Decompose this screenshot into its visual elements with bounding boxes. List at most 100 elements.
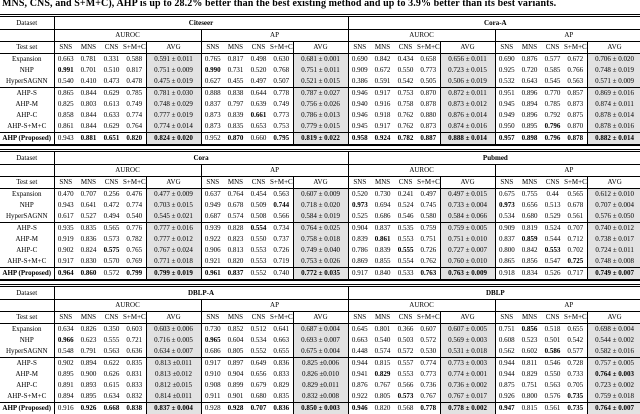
value-cell: 0.649 <box>247 357 270 369</box>
subcol-header-sns: SNS <box>347 311 372 324</box>
row-label: AHP-S+M+C <box>0 391 55 403</box>
subcol-header-smc: S+M+C <box>417 311 441 324</box>
value-cell: 0.639 <box>250 100 267 108</box>
table-row: NHP 0.943 0.641 0.472 0.774 0.703 ± 0.015 0.94… <box>0 200 640 211</box>
value-cell: 0.878 <box>420 100 437 108</box>
subcol-header-cns: CNS <box>394 41 418 54</box>
value-cell: 0.870 <box>567 122 584 130</box>
value-cell: 0.548 <box>57 347 74 355</box>
value-cell: 0.894 <box>521 100 538 108</box>
value-cell: 0.943 <box>57 201 74 209</box>
avg-cell: 0.707 ± 0.004 <box>586 200 640 211</box>
value-cell: 0.527 <box>80 212 97 220</box>
value-cell: 0.873 <box>420 122 437 130</box>
subcol-header-avg: AVG <box>439 311 496 324</box>
value-cell: 0.838 <box>224 87 247 99</box>
value-cell: 0.856 <box>521 325 538 333</box>
subcol-header-mns: MNS <box>371 176 395 189</box>
dataset-name-left: Cora <box>54 150 349 165</box>
value-cell: 0.844 <box>80 111 97 119</box>
value-cell: 0.653 <box>250 122 267 130</box>
dataset-name-left: DBLP-A <box>54 285 349 300</box>
value-cell: 0.472 <box>103 201 120 209</box>
value-cell: 0.661 <box>250 111 267 119</box>
value-cell: 0.803 <box>80 100 97 108</box>
value-cell: 0.663 <box>273 336 290 344</box>
avg-cell: 0.723 ± 0.002 <box>586 380 640 391</box>
value-cell: 0.776 <box>123 222 146 234</box>
value-cell: 0.875 <box>567 111 584 119</box>
value-cell: 0.782 <box>394 132 418 145</box>
value-cell: 0.949 <box>200 200 224 211</box>
value-cell: 0.505 <box>420 77 437 85</box>
avg-cell: 0.748 ± 0.019 <box>586 65 640 76</box>
avg-cell: 0.873 ± 0.012 <box>439 99 496 110</box>
value-cell: 0.917 <box>371 87 395 99</box>
avg-cell: 0.716 ± 0.005 <box>145 335 202 346</box>
value-cell: 0.545 <box>544 77 561 85</box>
value-cell: 0.737 <box>273 235 290 243</box>
empty-label-cell <box>0 29 55 42</box>
avg-cell: 0.582 ± 0.016 <box>586 346 640 358</box>
avg-cell: 0.872 ± 0.011 <box>439 87 496 99</box>
metric-header-row: AUROC AP AUROC AP <box>0 164 640 177</box>
value-cell: 0.563 <box>567 77 584 85</box>
value-cell: 0.876 <box>521 55 538 63</box>
value-cell: 0.613 <box>103 100 120 108</box>
value-cell: 0.563 <box>273 190 290 198</box>
value-cell: 0.973 <box>494 200 519 211</box>
avg-cell: 0.753 ± 0.026 <box>292 256 349 268</box>
value-cell: 0.833 <box>126 381 143 389</box>
value-cell: 0.768 <box>273 66 290 74</box>
subcol-header-sns: SNS <box>54 311 77 324</box>
avg-cell: 0.634 ± 0.007 <box>145 346 202 358</box>
subcol-header-sns: SNS <box>494 176 519 189</box>
row-label: AHP-M <box>0 369 55 380</box>
value-cell: 0.454 <box>250 190 267 198</box>
value-cell: 0.817 <box>126 66 143 74</box>
value-cell: 0.566 <box>397 381 414 389</box>
subcol-header-cns: CNS <box>394 176 418 189</box>
avg-cell: 0.767 ± 0.024 <box>145 245 202 256</box>
subcol-header-smc: S+M+C <box>123 311 146 324</box>
value-cell: 0.607 <box>420 325 437 333</box>
row-label: AHP-C <box>0 110 55 121</box>
value-cell: 0.686 <box>374 212 391 220</box>
value-cell: 0.762 <box>420 257 437 265</box>
table-row: HyperSAGNN 0.548 0.791 0.563 0.636 0.634 ± 0.… <box>0 346 640 358</box>
value-cell: 0.921 <box>200 256 224 268</box>
value-cell: 0.774 <box>126 201 143 209</box>
value-cell: 0.735 <box>567 392 584 400</box>
value-cell: 0.961 <box>200 267 224 280</box>
value-cell: 0.765 <box>126 246 143 254</box>
value-cell: 0.679 <box>250 381 267 389</box>
value-cell: 0.553 <box>250 246 267 254</box>
value-cell: 0.785 <box>123 87 146 99</box>
value-cell: 0.791 <box>80 347 97 355</box>
avg-cell: 0.832 ±0.008 <box>292 391 349 403</box>
table-row: NHP 0.991 0.701 0.510 0.817 0.751 ± 0.009 0.99… <box>0 65 640 76</box>
avg-cell: 0.764 ± 0.007 <box>586 402 640 414</box>
value-cell: 0.904 <box>347 222 372 234</box>
value-cell: 0.675 <box>494 188 519 200</box>
avg-cell: 0.773 ± 0.003 <box>439 357 496 369</box>
value-cell: 0.705 <box>567 381 584 389</box>
value-cell: 0.503 <box>397 336 414 344</box>
value-cell: 0.873 <box>200 110 224 121</box>
value-cell: 0.922 <box>347 391 372 403</box>
value-cell: 0.836 <box>80 235 97 243</box>
value-cell: 0.730 <box>374 190 391 198</box>
value-cell: 0.919 <box>57 235 74 243</box>
dataset-name-right: Cora-A <box>347 15 640 30</box>
value-cell: 0.44 <box>546 190 559 198</box>
value-cell: 0.773 <box>420 66 437 74</box>
value-cell: 0.873 <box>567 100 584 108</box>
avg-cell: 0.603 ± 0.006 <box>145 323 202 335</box>
value-cell: 0.641 <box>80 201 97 209</box>
value-cell: 0.778 <box>270 87 293 99</box>
value-cell: 0.990 <box>200 65 224 76</box>
value-cell: 0.720 <box>521 66 538 74</box>
testset-header-row: Test set SNS MNS CNS S+M+C AVG SNS MNS CNS S+M+C A… <box>0 311 640 324</box>
value-cell: 0.837 <box>200 99 224 110</box>
value-cell: 0.535 <box>394 222 418 234</box>
